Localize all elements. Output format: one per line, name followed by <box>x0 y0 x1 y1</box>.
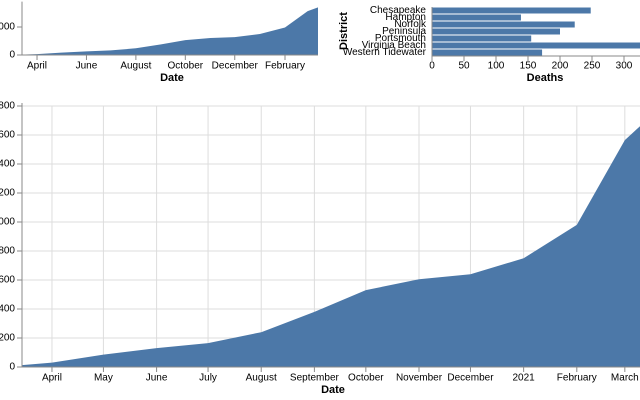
y-tick-label: 800 <box>0 246 15 257</box>
x-tick-label: 2021 <box>513 373 536 384</box>
x-tick-label: March <box>611 373 639 384</box>
y-tick-label: 1,000 <box>0 22 15 33</box>
y-tick-label: 1,200 <box>0 188 15 199</box>
x-tick-label: December <box>212 61 259 72</box>
bar <box>432 21 575 28</box>
y-tick-label: 1,000 <box>0 217 15 228</box>
x-tick-label: 150 <box>520 61 537 72</box>
x-tick-label: February <box>557 373 597 384</box>
bar <box>432 42 640 49</box>
y-tick-label: 0 <box>9 362 15 373</box>
y-tick-label: Western Tidewater <box>343 47 427 58</box>
y-tick-label: Portsmouth <box>375 33 426 44</box>
y-axis-title: District <box>338 12 350 50</box>
y-tick-label: Norfolk <box>394 19 427 30</box>
x-tick-label: June <box>76 61 98 72</box>
x-tick-label: July <box>199 373 217 384</box>
y-tick-label: 0 <box>9 50 15 61</box>
bar <box>432 7 591 14</box>
y-tick-label: Chesapeake <box>370 5 427 16</box>
x-tick-label: May <box>94 373 113 384</box>
x-tick-label: October <box>348 373 384 384</box>
x-tick-label: 50 <box>458 61 470 72</box>
x-axis-title: Date <box>321 384 345 396</box>
x-axis-title: Deaths <box>527 72 564 84</box>
y-tick-label: 1,800 <box>0 101 15 112</box>
y-tick-label: 600 <box>0 275 15 286</box>
x-tick-label: September <box>290 373 340 384</box>
y-tick-label: Virginia Beach <box>362 40 426 51</box>
x-tick-label: December <box>447 373 494 384</box>
area <box>22 7 318 55</box>
x-tick-label: 200 <box>552 61 569 72</box>
x-tick-label: August <box>120 61 151 72</box>
y-tick-label: 200 <box>0 333 15 344</box>
y-tick-label: 400 <box>0 304 15 315</box>
x-tick-label: 0 <box>429 61 435 72</box>
x-tick-label: June <box>146 373 168 384</box>
x-tick-label: April <box>27 61 47 72</box>
y-tick-label: Peninsula <box>382 26 426 37</box>
x-axis-title: Date <box>160 72 184 84</box>
x-tick-label: April <box>42 373 62 384</box>
x-tick-label: 300 <box>616 61 633 72</box>
y-tick-label: 1,400 <box>0 159 15 170</box>
x-tick-label: February <box>265 61 305 72</box>
x-tick-label: 250 <box>584 61 601 72</box>
x-tick-label: August <box>246 373 277 384</box>
y-tick-label: 1,600 <box>0 130 15 141</box>
bar <box>432 28 560 35</box>
bar <box>432 14 521 21</box>
x-tick-label: 100 <box>488 61 505 72</box>
bar <box>432 49 543 56</box>
area <box>22 126 640 367</box>
y-tick-label: Hampton <box>385 12 426 23</box>
x-tick-label: November <box>396 373 443 384</box>
bar <box>432 35 532 42</box>
x-tick-label: October <box>168 61 204 72</box>
